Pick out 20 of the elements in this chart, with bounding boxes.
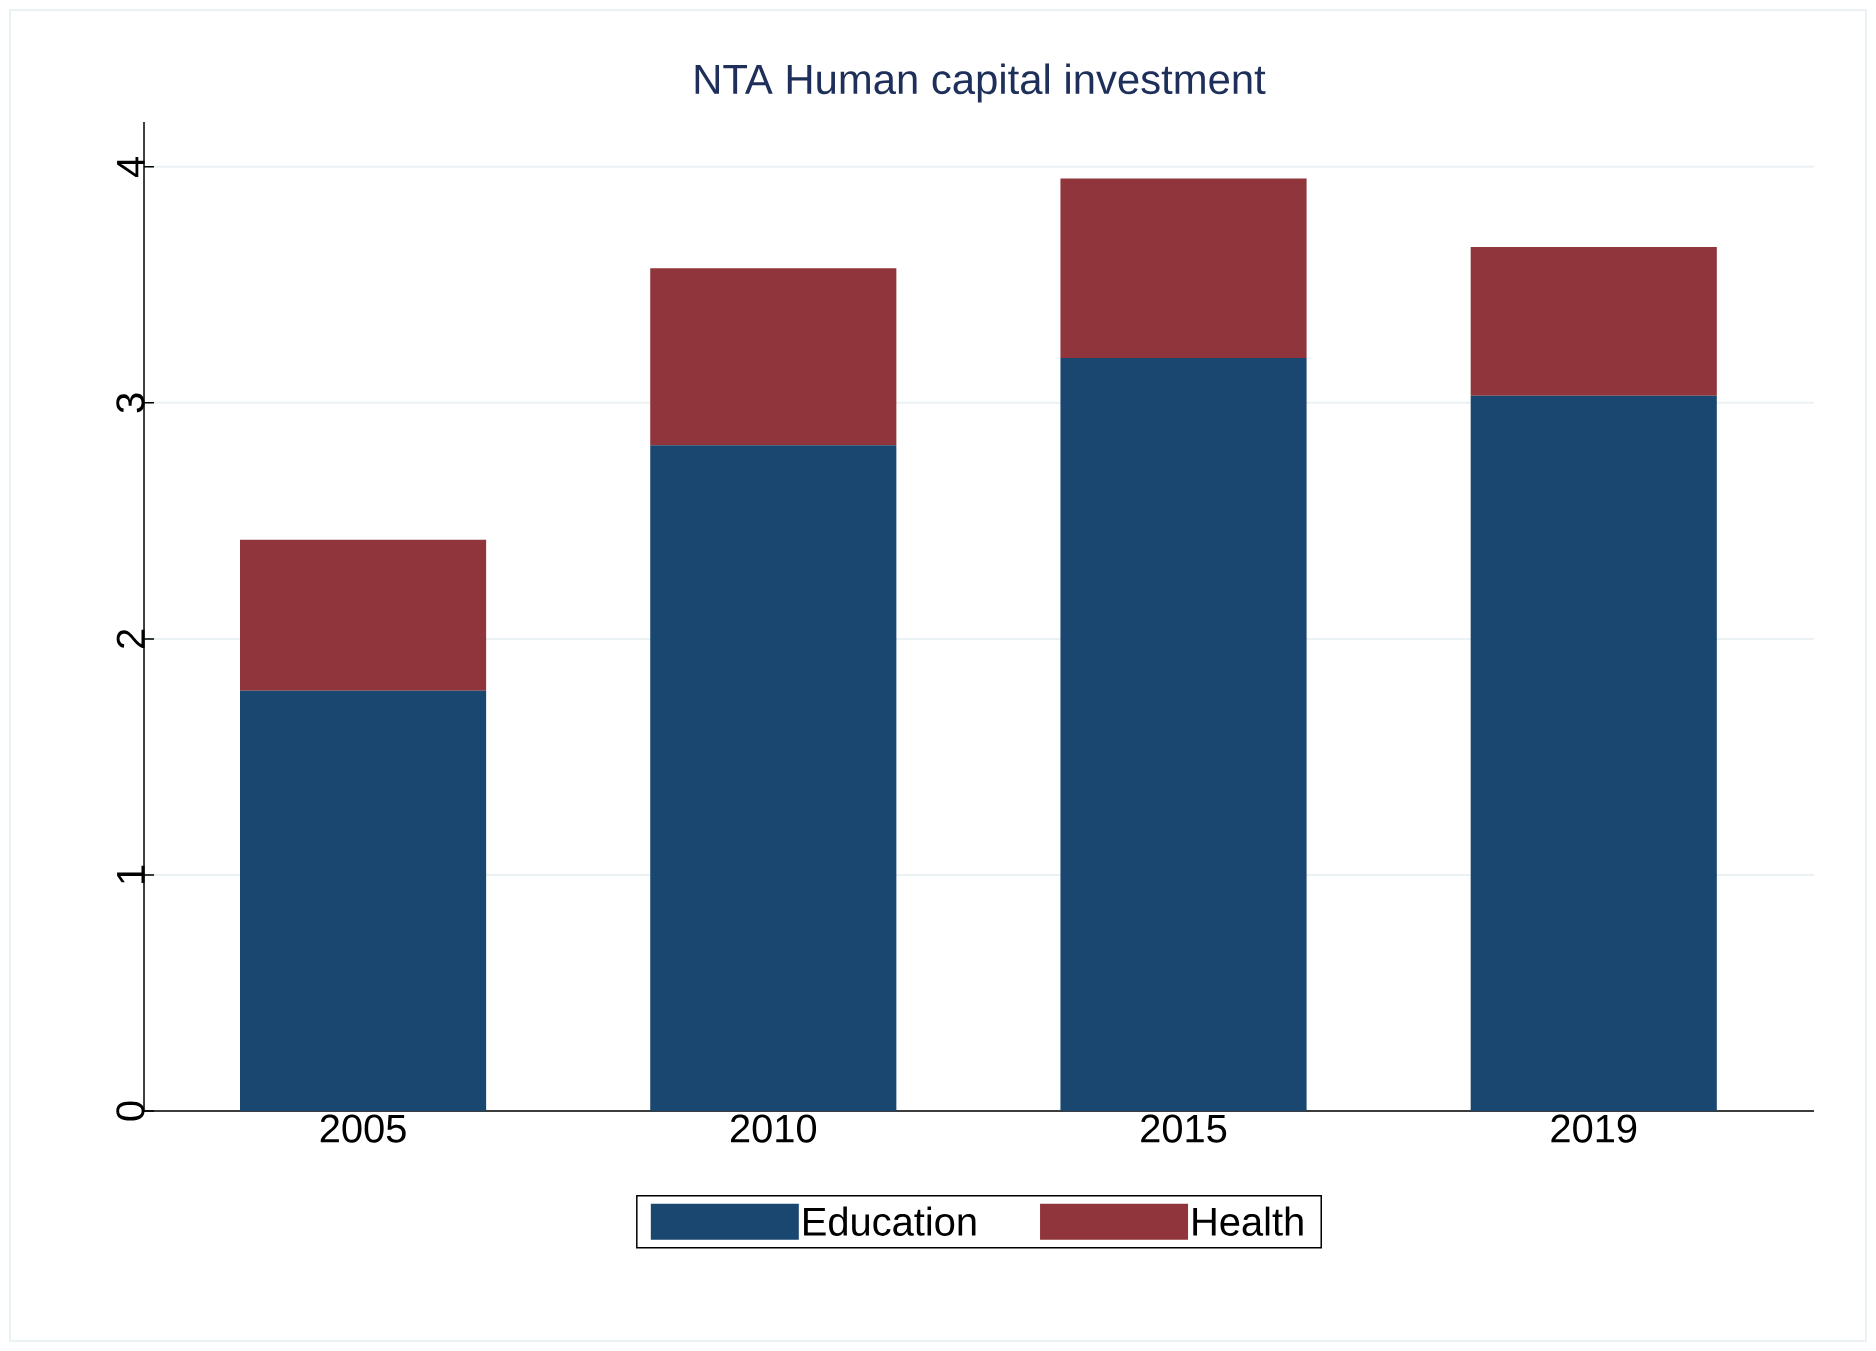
y-tick-label: 3: [116, 393, 145, 413]
bar: [1060, 358, 1307, 1111]
x-tick-label: 2015: [1141, 1114, 1227, 1143]
y-tick-label: 1: [117, 865, 145, 883]
bar: [240, 539, 487, 691]
x-tick-label: 2010: [730, 1114, 817, 1143]
x-tick-label: 2019: [1551, 1114, 1637, 1143]
bar: [240, 690, 487, 1111]
bar: [1060, 178, 1307, 359]
y-tick-label: 4: [117, 156, 145, 177]
y-tick-label: 2: [116, 629, 145, 648]
y-tick-label: 0: [116, 1101, 145, 1121]
bar: [1470, 395, 1717, 1111]
legend-label: Education: [804, 1206, 976, 1236]
bar: [1470, 247, 1717, 396]
bar: [650, 445, 897, 1111]
chart-title: NTA Human capital investment: [695, 63, 1266, 103]
legend-label: Health: [1193, 1206, 1303, 1236]
bar: [650, 268, 897, 446]
x-tick-label: 2005: [320, 1114, 406, 1143]
